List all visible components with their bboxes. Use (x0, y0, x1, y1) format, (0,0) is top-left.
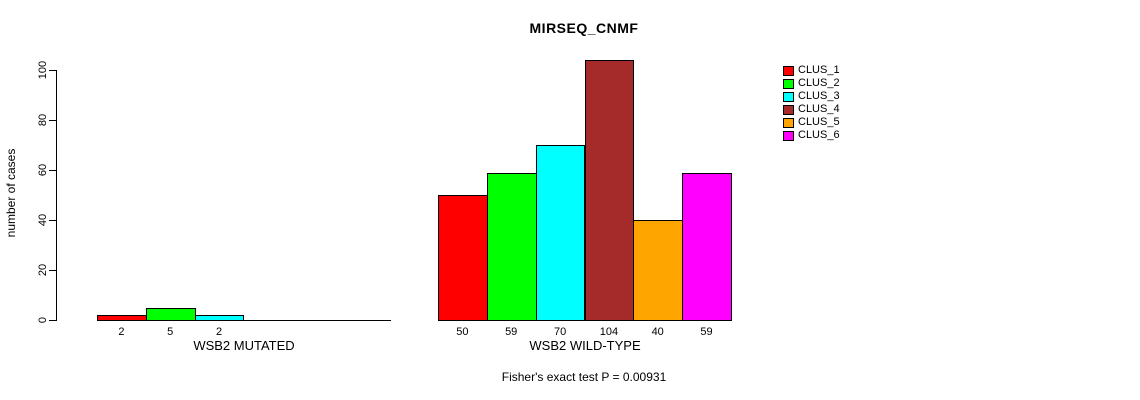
legend-item-clus_1: CLUS_1 (783, 64, 840, 77)
y-tick (49, 270, 56, 271)
x-group-label-wildtype: WSB2 WILD-TYPE (529, 338, 641, 353)
legend-swatch-clus_4 (783, 104, 794, 115)
bar-clus_3 (535, 145, 586, 321)
bar-value-label: 104 (599, 326, 619, 338)
y-tick (49, 170, 56, 171)
y-tick-label: 20 (37, 263, 49, 277)
bar-clus_4 (584, 60, 635, 321)
legend-item-clus_4: CLUS_4 (783, 103, 840, 116)
x-group-label-mutated: WSB2 MUTATED (193, 338, 295, 353)
y-tick-label: 100 (37, 60, 49, 80)
legend-item-clus_5: CLUS_5 (783, 116, 840, 129)
bar-clus_6 (682, 172, 732, 321)
y-tick-label: 60 (37, 163, 49, 177)
legend: CLUS_1 CLUS_2 CLUS_3 CLUS_4 CLUS_5 CLUS_6 (783, 64, 840, 142)
y-axis-line (56, 70, 57, 321)
bar-value-label: 70 (553, 326, 567, 338)
y-tick-label: 40 (37, 213, 49, 227)
legend-swatch-clus_6 (783, 130, 794, 141)
bar-clus_3 (194, 315, 245, 321)
y-tick (49, 70, 56, 71)
y-tick-label: 80 (37, 113, 49, 127)
bar-value-label: 59 (700, 326, 713, 338)
y-axis-title: number of cases (4, 148, 18, 238)
chart-title: MIRSEQ_CNMF (529, 20, 639, 36)
y-tick (49, 220, 56, 221)
bar-value-label: 5 (167, 326, 174, 338)
bar-value-label: 50 (456, 326, 469, 338)
fisher-test-footnote: Fisher's exact test P = 0.00931 (501, 370, 667, 384)
legend-label: CLUS_6 (798, 129, 840, 141)
bar-clus_2 (486, 172, 537, 321)
legend-swatch-clus_2 (783, 78, 794, 89)
bar-clus_5 (633, 220, 684, 321)
bar-value-label: 59 (505, 326, 518, 338)
legend-label: CLUS_2 (798, 77, 840, 89)
bar-value-label: 2 (216, 326, 223, 338)
legend-label: CLUS_4 (798, 103, 840, 115)
y-tick (49, 320, 56, 321)
legend-swatch-clus_3 (783, 91, 794, 102)
legend-item-clus_3: CLUS_3 (783, 90, 840, 103)
legend-swatch-clus_1 (783, 65, 794, 76)
bar-clus_1 (97, 315, 147, 321)
y-tick (49, 120, 56, 121)
legend-label: CLUS_3 (798, 90, 840, 102)
legend-item-clus_2: CLUS_2 (783, 77, 840, 90)
legend-label: CLUS_1 (798, 64, 840, 76)
bar-clus_1 (438, 195, 488, 321)
legend-item-clus_6: CLUS_6 (783, 129, 840, 142)
bar-clus_2 (145, 307, 196, 321)
bar-value-label: 2 (118, 326, 125, 338)
legend-swatch-clus_5 (783, 117, 794, 128)
bar-value-label: 40 (651, 326, 664, 338)
legend-label: CLUS_5 (798, 116, 840, 128)
y-tick-label: 0 (37, 316, 49, 324)
